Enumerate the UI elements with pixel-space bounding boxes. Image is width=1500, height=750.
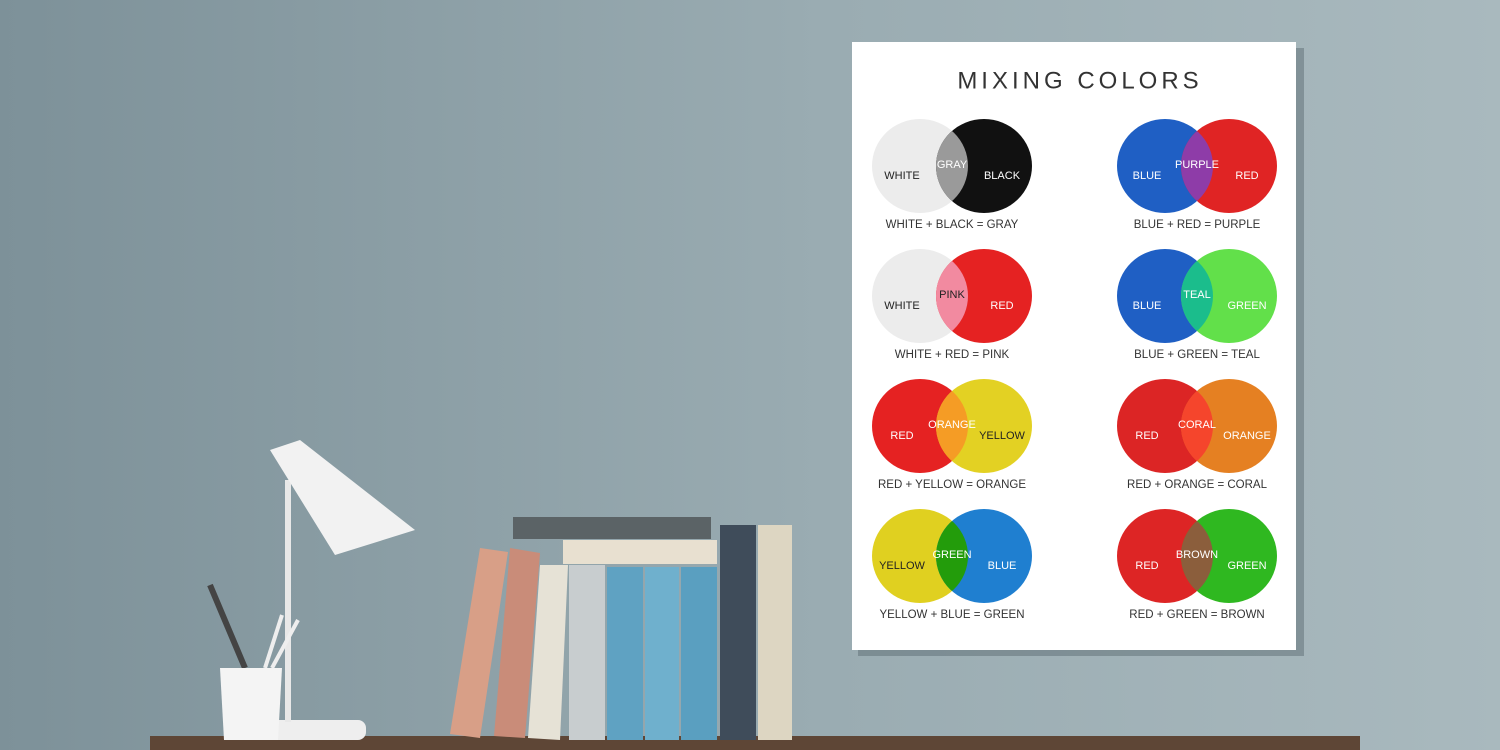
lamp-arm bbox=[285, 480, 291, 722]
caption: RED + YELLOW = ORANGE bbox=[878, 479, 1026, 491]
book bbox=[720, 525, 756, 740]
color-mix: WHITE GRAY BLACK WHITE + BLACK = GRAY bbox=[872, 119, 1032, 231]
middle-label: GREEN bbox=[932, 549, 971, 561]
lamp-shade bbox=[270, 440, 415, 555]
mixes: WHITE GRAY BLACK WHITE + BLACK = GRAY BLUE PU… bbox=[872, 119, 1277, 621]
book bbox=[494, 548, 540, 738]
book bbox=[607, 567, 643, 740]
middle-label: PURPLE bbox=[1175, 159, 1219, 171]
color-mix: BLUE TEAL GREEN BLUE + GREEN = TEAL bbox=[1117, 249, 1277, 361]
caption: BLUE + RED = PURPLE bbox=[1134, 219, 1261, 231]
overlap bbox=[1181, 509, 1213, 603]
overlap bbox=[1181, 249, 1213, 343]
left-label: RED bbox=[1135, 430, 1158, 442]
book bbox=[758, 525, 792, 740]
caption: WHITE + BLACK = GRAY bbox=[886, 219, 1019, 231]
overlap bbox=[936, 119, 968, 213]
book bbox=[450, 548, 508, 738]
caption: WHITE + RED = PINK bbox=[895, 349, 1010, 361]
overlap bbox=[936, 509, 968, 603]
middle-label: PINK bbox=[939, 289, 965, 301]
right-label: BLUE bbox=[988, 560, 1017, 572]
cup-body bbox=[220, 668, 282, 740]
desk-top bbox=[150, 736, 1360, 750]
right-label: YELLOW bbox=[979, 430, 1025, 442]
color-mix: RED BROWN GREEN RED + GREEN = BROWN bbox=[1117, 509, 1277, 621]
color-mix: BLUE PURPLE RED BLUE + RED = PURPLE bbox=[1117, 119, 1277, 231]
poster-title: MIXING COLORS bbox=[957, 67, 1202, 94]
caption: RED + ORANGE = CORAL bbox=[1127, 479, 1268, 491]
book bbox=[513, 517, 711, 539]
right-label: GREEN bbox=[1227, 560, 1266, 572]
caption: RED + GREEN = BROWN bbox=[1129, 609, 1264, 621]
middle-label: TEAL bbox=[1183, 289, 1211, 301]
left-label: BLUE bbox=[1133, 300, 1162, 312]
lamp bbox=[268, 440, 415, 740]
color-mix: YELLOW GREEN BLUE YELLOW + BLUE = GREEN bbox=[872, 509, 1032, 621]
feather bbox=[207, 583, 248, 670]
caption: YELLOW + BLUE = GREEN bbox=[879, 609, 1024, 621]
overlap bbox=[1181, 379, 1213, 473]
left-label: YELLOW bbox=[879, 560, 925, 572]
color-mix: RED CORAL ORANGE RED + ORANGE = CORAL bbox=[1117, 379, 1277, 491]
left-label: BLUE bbox=[1133, 170, 1162, 182]
pencil bbox=[263, 614, 284, 669]
left-label: WHITE bbox=[884, 300, 919, 312]
caption: BLUE + GREEN = TEAL bbox=[1134, 349, 1260, 361]
right-label: RED bbox=[990, 300, 1013, 312]
book bbox=[563, 540, 717, 564]
book bbox=[569, 565, 605, 740]
lamp-base bbox=[268, 720, 366, 740]
middle-label: BROWN bbox=[1176, 549, 1218, 561]
book bbox=[528, 565, 568, 740]
book bbox=[645, 567, 679, 740]
pencil bbox=[270, 619, 300, 669]
overlap bbox=[936, 249, 968, 343]
middle-label: GRAY bbox=[937, 159, 968, 171]
middle-label: ORANGE bbox=[928, 419, 976, 431]
right-label: BLACK bbox=[984, 170, 1021, 182]
color-mix: WHITE PINK RED WHITE + RED = PINK bbox=[872, 249, 1032, 361]
middle-label: CORAL bbox=[1178, 419, 1216, 431]
desk bbox=[150, 736, 1360, 750]
left-label: RED bbox=[890, 430, 913, 442]
right-label: RED bbox=[1235, 170, 1258, 182]
left-label: WHITE bbox=[884, 170, 919, 182]
cup bbox=[207, 583, 300, 740]
right-label: ORANGE bbox=[1223, 430, 1271, 442]
right-label: GREEN bbox=[1227, 300, 1266, 312]
book bbox=[681, 567, 717, 740]
left-label: RED bbox=[1135, 560, 1158, 572]
overlap bbox=[1181, 119, 1213, 213]
overlap bbox=[936, 379, 968, 473]
books bbox=[450, 517, 792, 740]
